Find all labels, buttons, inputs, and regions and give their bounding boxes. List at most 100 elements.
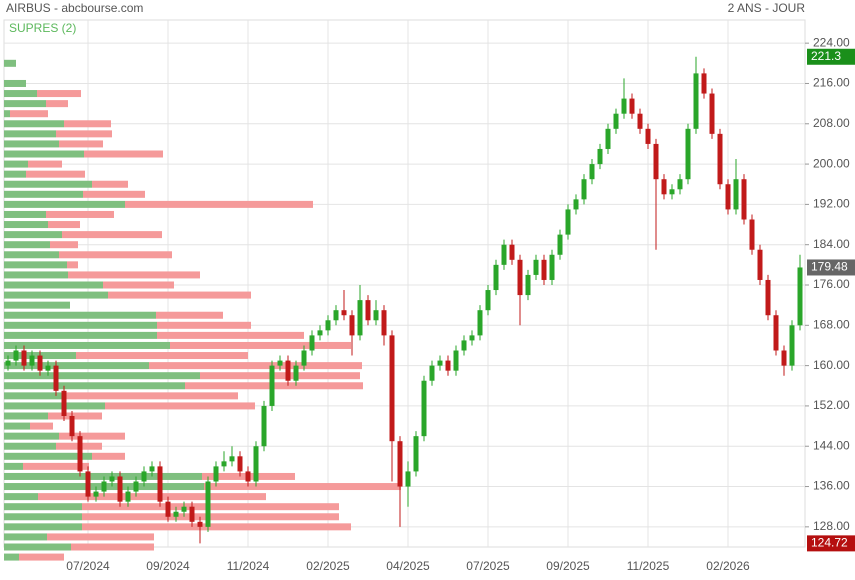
profile-up: [4, 291, 108, 299]
price-marker: [807, 535, 855, 552]
candle-body: [709, 93, 715, 134]
candle-body: [213, 466, 219, 482]
profile-down: [125, 200, 313, 208]
candle-body: [229, 456, 235, 462]
candle-body: [557, 234, 563, 255]
candle-body: [77, 436, 83, 472]
candle-body: [573, 199, 579, 210]
candle-body: [93, 491, 99, 497]
candle-body: [341, 310, 347, 316]
candle-body: [469, 335, 475, 341]
profile-up: [4, 120, 64, 128]
profile-down: [37, 90, 81, 98]
period: 2 ANS - JOUR: [728, 1, 806, 15]
profile-down: [10, 110, 48, 118]
candle-body: [45, 365, 51, 371]
y-tick-label: 144.00: [813, 438, 850, 452]
candle-body: [493, 264, 499, 291]
y-tick-label: 176.00: [813, 277, 850, 291]
y-tick-label: 200.00: [813, 156, 850, 170]
candle-body: [149, 466, 155, 472]
profile-down: [47, 533, 154, 541]
profile-up: [4, 110, 10, 118]
candle-body: [429, 365, 435, 381]
candle-body: [693, 73, 699, 129]
profile-down: [92, 452, 125, 460]
candle-body: [85, 471, 91, 497]
y-tick-label: 128.00: [813, 519, 850, 533]
profile-up: [4, 170, 26, 178]
candle-body: [253, 446, 259, 482]
profile-up: [4, 311, 156, 319]
profile-down: [64, 120, 111, 128]
candle-body: [261, 405, 267, 447]
x-tick-label: 07/2024: [66, 559, 110, 573]
candle-body: [69, 416, 75, 437]
profile-down: [66, 392, 238, 400]
profile-up: [4, 261, 67, 269]
candle-body: [61, 390, 67, 417]
candle-body: [181, 506, 187, 512]
candle-body: [101, 481, 107, 492]
profile-up: [4, 281, 103, 289]
candle-body: [765, 279, 771, 316]
candle-body: [629, 98, 635, 114]
profile-up: [4, 271, 68, 279]
candle-body: [373, 310, 379, 321]
candle-body: [301, 350, 307, 366]
candle-body: [725, 184, 731, 210]
y-tick-label: 152.00: [813, 398, 850, 412]
x-tick-label: 11/2024: [227, 559, 270, 573]
profile-up: [4, 472, 202, 480]
candle-body: [205, 481, 211, 527]
candle-body: [5, 360, 11, 366]
profile-down: [200, 372, 360, 380]
x-tick-label: 09/2024: [146, 559, 190, 573]
candle-body: [293, 365, 299, 381]
candle-body: [509, 244, 515, 260]
profile-down: [67, 261, 78, 269]
candle-body: [157, 466, 163, 502]
candle-body: [141, 471, 147, 482]
candle-body: [269, 365, 275, 406]
profile-up: [4, 402, 105, 410]
profile-down: [157, 321, 251, 329]
price-marker-label: 221.3: [811, 49, 841, 63]
profile-up: [4, 543, 71, 551]
candle-body: [397, 441, 403, 487]
indicator: SUPRES (2): [9, 21, 76, 35]
profile-down: [92, 180, 128, 188]
profile-up: [4, 251, 59, 259]
candle-body: [445, 360, 451, 371]
candle-body: [605, 128, 611, 149]
profile-down: [50, 241, 78, 249]
candle-body: [597, 148, 603, 165]
candle-body: [733, 179, 739, 210]
candle-body: [189, 506, 195, 522]
candle-body: [13, 350, 19, 361]
candle-body: [221, 461, 227, 467]
candle-body: [669, 189, 675, 195]
candle-body: [237, 456, 243, 472]
profile-down: [83, 190, 145, 198]
candle-body: [437, 360, 443, 366]
x-tick-label: 09/2025: [546, 559, 590, 573]
candle-body: [325, 320, 331, 331]
profile-up: [4, 180, 92, 188]
candle-body: [21, 350, 27, 366]
candle-body: [485, 290, 491, 311]
price-marker: [807, 48, 855, 65]
profile-up: [4, 79, 26, 87]
profile-up: [4, 90, 37, 98]
candle-body: [389, 335, 395, 442]
candle-body: [365, 300, 371, 321]
candle-body: [197, 521, 203, 527]
candle-body: [133, 481, 139, 492]
candle-body: [349, 315, 355, 336]
price-marker-label: 124.72: [811, 536, 848, 550]
profile-up: [4, 59, 16, 67]
profile-up: [4, 241, 50, 249]
candle-body: [525, 274, 531, 296]
candle-body: [461, 340, 467, 351]
